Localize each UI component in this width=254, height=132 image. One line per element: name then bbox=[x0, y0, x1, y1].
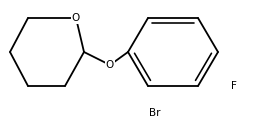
Text: Br: Br bbox=[149, 108, 161, 118]
Text: O: O bbox=[72, 13, 80, 23]
Text: O: O bbox=[106, 60, 114, 70]
Text: F: F bbox=[231, 81, 237, 91]
